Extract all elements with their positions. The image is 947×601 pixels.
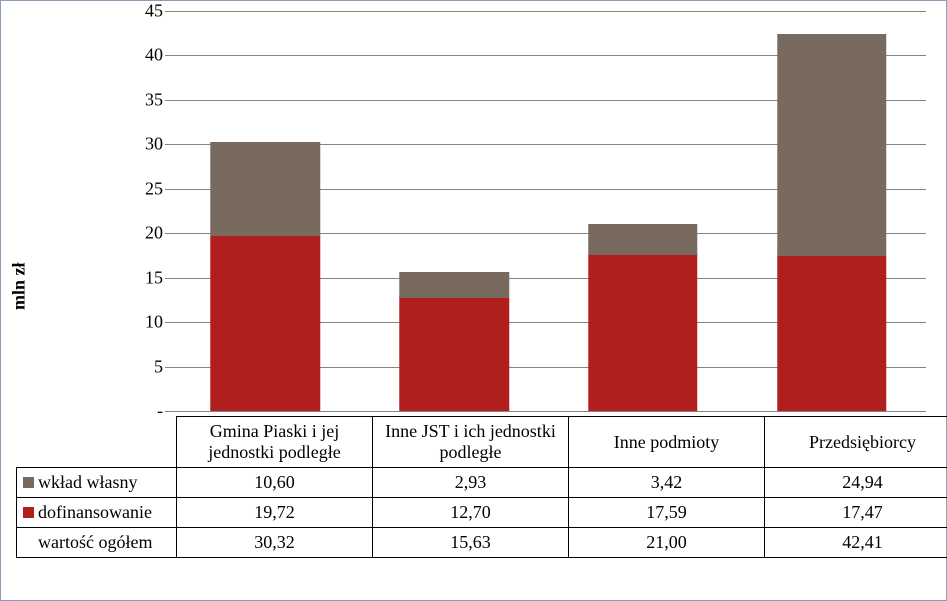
gridline (171, 411, 926, 412)
bar-segment-dofinansowanie (777, 254, 886, 411)
table-cell: 17,59 (569, 498, 765, 528)
table-rowhead-dofinansowanie: dofinansowanie (17, 498, 177, 528)
table-cell: 15,63 (373, 528, 569, 558)
series-label: wkład własny (38, 472, 137, 492)
legend-swatch (23, 507, 34, 518)
table-cell: 10,60 (177, 468, 373, 498)
table-cell: 42,41 (765, 528, 947, 558)
series-label: wartość ogółem (38, 532, 152, 552)
bar-slot (549, 11, 738, 411)
table-corner (17, 417, 177, 468)
table-category-header: Inne podmioty (569, 417, 765, 468)
legend-swatch (23, 477, 34, 488)
ytick-label: 40 (108, 45, 163, 66)
bar-segment-dofinansowanie (588, 253, 697, 411)
table-cell: 3,42 (569, 468, 765, 498)
bar-segment-dofinansowanie (399, 296, 508, 411)
table-rowhead-wartosc_ogolem: wartość ogółem (17, 528, 177, 558)
bar-slot (360, 11, 549, 411)
data-table: Gmina Piaski i jej jednostki podległeInn… (16, 416, 947, 558)
table-cell: 21,00 (569, 528, 765, 558)
table-cell: 30,32 (177, 528, 373, 558)
bar-segment-wklad_wlasny (211, 142, 320, 236)
ytick-label: 30 (108, 134, 163, 155)
bar-segment-wklad_wlasny (777, 34, 886, 256)
ytick-label: 20 (108, 223, 163, 244)
bar-slot (737, 11, 926, 411)
table-cell: 24,94 (765, 468, 947, 498)
table-category-header: Inne JST i ich jednostki podległe (373, 417, 569, 468)
plot-area: -51015202530354045 (171, 11, 926, 411)
table-cell: 17,47 (765, 498, 947, 528)
table-category-header: Przedsiębiorcy (765, 417, 947, 468)
ytick-label: 45 (108, 1, 163, 22)
bar-segment-wklad_wlasny (588, 224, 697, 254)
ytick-label: 10 (108, 312, 163, 333)
table-cell: 12,70 (373, 498, 569, 528)
ytick-mark (165, 411, 171, 412)
chart-container: mln zł -51015202530354045 Gmina Piaski i… (0, 0, 947, 601)
plot-area-wrapper: -51015202530354045 (111, 11, 926, 411)
series-label: dofinansowanie (38, 502, 152, 522)
bar-segment-wklad_wlasny (399, 272, 508, 298)
y-axis-label: mln zł (9, 262, 30, 310)
table-rowhead-wklad_wlasny: wkład własny (17, 468, 177, 498)
ytick-label: 35 (108, 89, 163, 110)
ytick-label: 5 (108, 356, 163, 377)
table-cell: 19,72 (177, 498, 373, 528)
table-cell: 2,93 (373, 468, 569, 498)
bar-segment-dofinansowanie (211, 234, 320, 411)
ytick-label: 25 (108, 178, 163, 199)
bar-slot (171, 11, 360, 411)
ytick-label: 15 (108, 267, 163, 288)
table-category-header: Gmina Piaski i jej jednostki podległe (177, 417, 373, 468)
